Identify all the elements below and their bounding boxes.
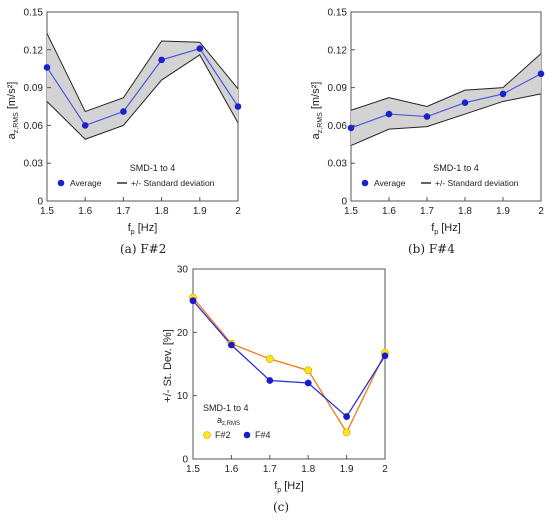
x-axis-label: fp [Hz] — [128, 222, 158, 236]
x-tick-label: 1.8 — [301, 464, 315, 475]
y-tick-label: 0.06 — [328, 121, 348, 132]
y-axis-label: az,RMS [m/s²] — [6, 82, 20, 140]
std-upper-line — [46, 33, 239, 113]
x-tick-label: 1.5 — [186, 464, 200, 475]
series-f2-line — [192, 297, 386, 434]
y-tick-label: 0.06 — [24, 121, 44, 132]
y-tick-label: 20 — [177, 328, 189, 339]
y-axis-label-text: az,RMS [m/s²] — [6, 82, 20, 140]
average-point — [499, 90, 507, 98]
legend-f2-label: F#2 — [215, 430, 231, 440]
legend-average-label: Average — [374, 178, 406, 188]
chart-panel-b: 1.5 1.6 1.7 1.8 1.9 2 0 0.03 0.06 0.09 0.12 0.15 fp … — [310, 8, 545, 236]
average-point — [234, 103, 242, 110]
y-tick-label: 0 — [37, 197, 43, 208]
average-point — [385, 110, 393, 118]
x-tick-label: 2 — [538, 206, 544, 217]
x-tick-label: 1.5 — [40, 206, 54, 217]
y-tick-label: 0 — [341, 197, 347, 208]
std-lower-line — [46, 54, 239, 140]
average-point — [461, 99, 469, 107]
y-tick-label: 0.09 — [328, 83, 348, 94]
y-tick-label: 10 — [177, 391, 189, 402]
y-tick-label: 30 — [177, 265, 189, 276]
x-tick-label: 1.9 — [193, 206, 207, 217]
average-line — [350, 73, 542, 129]
legend-f4-label: F#4 — [255, 430, 271, 440]
average-point — [196, 45, 204, 52]
series-f4-line — [192, 300, 386, 418]
x-tick-label: 1.9 — [340, 464, 354, 475]
y-axis-label-text: +/- St. Dev. [%] — [162, 329, 174, 402]
series-f2-point — [265, 355, 274, 363]
legend-std-label: +/- Standard deviation — [131, 178, 215, 188]
caption-a: (a) F#2 — [120, 242, 167, 256]
caption-c: (c) — [273, 500, 290, 514]
x-axis-label-text: fp [Hz] — [274, 480, 304, 494]
series-f4-point — [304, 379, 312, 387]
average-point — [81, 122, 89, 129]
x-tick-label: 1.8 — [458, 206, 472, 217]
y-tick-label: 0.12 — [24, 45, 44, 56]
std-lower-line — [350, 93, 542, 147]
x-axis-label-text: fp [Hz] — [431, 222, 461, 236]
x-tick-label: 1.7 — [116, 206, 130, 217]
average-point — [43, 64, 51, 71]
x-axis-label: fp [Hz] — [274, 480, 304, 494]
x-axis-label-text: fp [Hz] — [128, 222, 158, 236]
x-tick-label: 1.6 — [382, 206, 396, 217]
average-point — [120, 108, 127, 115]
average-point — [537, 70, 545, 78]
series-f2-point — [342, 428, 351, 437]
average-point — [347, 124, 355, 132]
caption-b: (b) F#4 — [408, 242, 455, 256]
x-tick-label: 1.7 — [263, 464, 277, 475]
average-line — [46, 47, 239, 127]
x-tick-label: 2 — [382, 464, 388, 475]
legend-f2-marker — [203, 431, 211, 439]
legend-average-label: Average — [70, 178, 102, 188]
legend-average-marker — [361, 179, 369, 187]
legend-title: SMD-1 to 4 — [433, 163, 479, 173]
y-axis-label: +/- St. Dev. [%] — [162, 329, 174, 402]
x-tick-label: 2 — [235, 206, 241, 217]
x-tick-label: 1.5 — [344, 206, 358, 217]
y-tick-label: 0.15 — [328, 8, 348, 19]
legend-title: SMD-1 to 4 — [130, 163, 176, 173]
average-point — [158, 56, 165, 64]
series-f2-point — [304, 366, 313, 375]
legend-std-label: +/- Standard deviation — [435, 178, 519, 188]
y-axis-label-text: az,RMS [m/s²] — [310, 82, 324, 140]
legend-f4-marker — [243, 431, 251, 439]
y-tick-label: 0.09 — [24, 83, 44, 94]
y-tick-label: 0 — [182, 455, 188, 466]
legend-title: SMD-1 to 4 — [203, 403, 249, 413]
x-tick-label: 1.8 — [155, 206, 169, 217]
std-band — [351, 53, 541, 146]
series-f4-point — [266, 377, 274, 384]
x-axis-label: fp [Hz] — [431, 222, 461, 236]
series-f4-point — [189, 297, 197, 305]
y-tick-label: 0.15 — [24, 8, 44, 19]
legend-subtitle: az,RMS — [217, 415, 240, 427]
x-tick-label: 1.7 — [420, 206, 434, 217]
y-tick-label: 0.03 — [24, 159, 44, 170]
average-point — [423, 113, 431, 120]
series-f4-point — [228, 341, 235, 349]
x-tick-label: 1.6 — [224, 464, 238, 475]
x-tick-label: 1.6 — [78, 206, 92, 217]
series-f4-point — [343, 413, 350, 420]
y-tick-label: 0.03 — [328, 159, 348, 170]
chart-panel-a: 1.5 1.6 1.7 1.8 1.9 2 0 0.03 0.06 0.09 0.12 0.15 fp … — [6, 8, 242, 236]
series-f4-point — [381, 352, 389, 360]
y-axis-label: az,RMS [m/s²] — [310, 82, 324, 140]
std-upper-line — [350, 53, 542, 111]
x-tick-label: 1.9 — [496, 206, 510, 217]
legend-average-marker — [57, 179, 65, 187]
y-tick-label: 0.12 — [328, 45, 348, 56]
